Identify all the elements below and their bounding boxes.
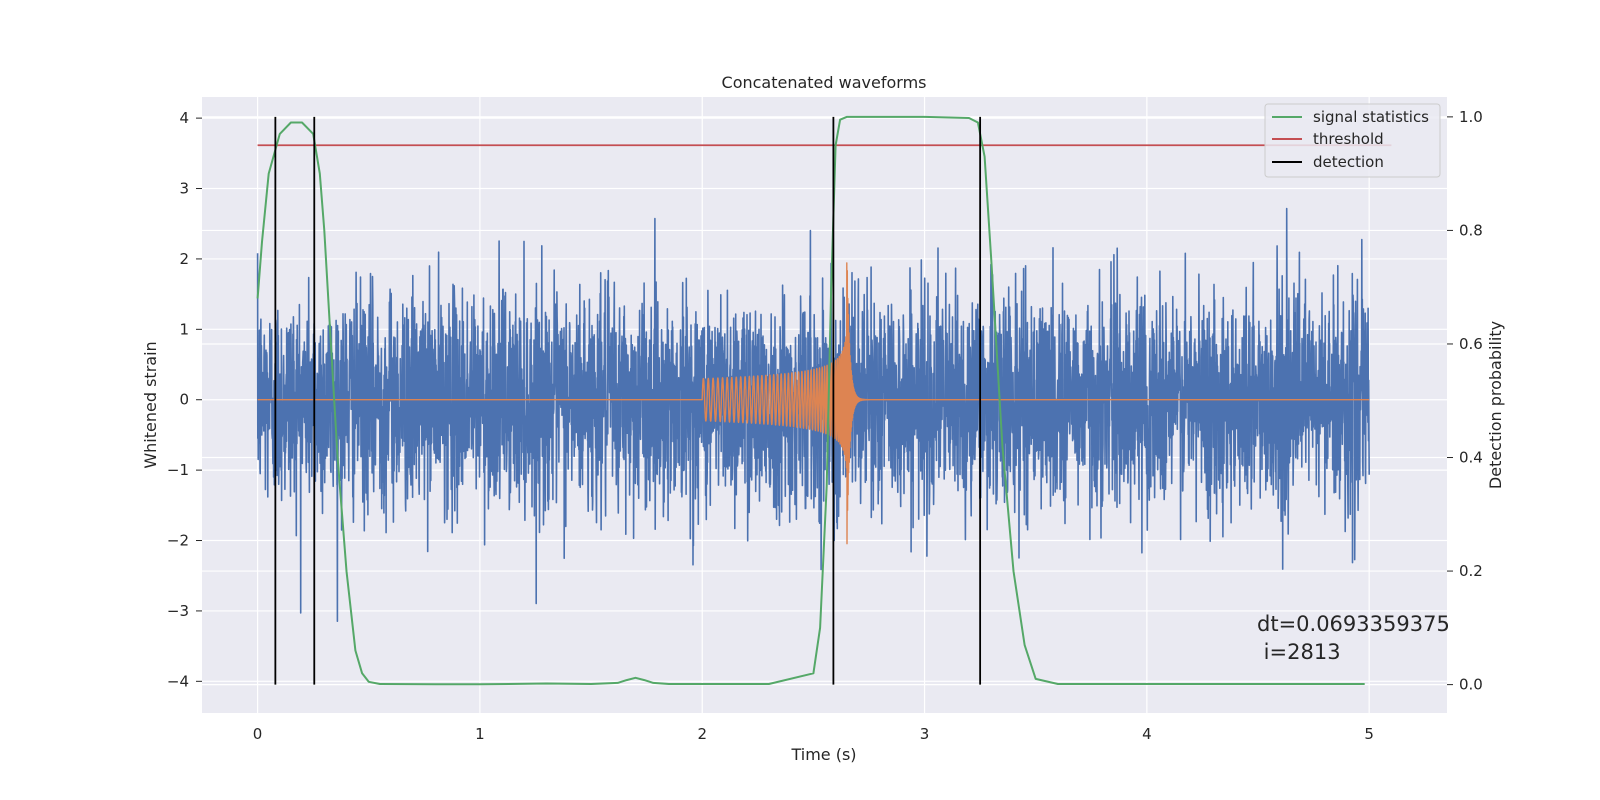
- detection-layer: [274, 116, 982, 685]
- y2-ticks: 0.0 0.2 0.4 0.6 0.8 1.0: [1447, 108, 1483, 694]
- x-tick-label-4: 4: [1142, 725, 1152, 743]
- y-tick-label-6: 2: [179, 250, 189, 268]
- y-axis-title: Whitened strain: [141, 341, 160, 468]
- annotation-dt: dt=0.0693359375: [1257, 612, 1450, 636]
- y2-tick-label-3: 0.6: [1459, 335, 1483, 353]
- y-tick-label-2: −2: [167, 532, 189, 550]
- legend: signal statistics threshold detection: [1264, 103, 1441, 178]
- legend-label-detection: detection: [1313, 153, 1384, 171]
- y-tick-label-3: −1: [167, 461, 189, 479]
- series-chirp: [257, 262, 1370, 545]
- y-tick-label-1: −3: [167, 602, 189, 620]
- x-axis-title: Time (s): [790, 745, 856, 764]
- y2-tick-label-1: 0.2: [1459, 562, 1483, 580]
- x-tick-label-5: 5: [1364, 725, 1374, 743]
- y-tick-label-5: 1: [179, 320, 189, 338]
- x-ticks: 0 1 2 3 4 5: [253, 725, 1374, 743]
- y-ticks: −4 −3 −2 −1 0 1 2 3 4: [167, 109, 202, 690]
- y-tick-label-7: 3: [179, 180, 189, 198]
- x-tick-label-2: 2: [697, 725, 707, 743]
- x-tick-label-0: 0: [253, 725, 263, 743]
- series-signal-statistics: [256, 115, 1365, 686]
- y-tick-label-8: 4: [179, 109, 189, 127]
- stat-layer: [256, 115, 1365, 686]
- legend-label-signal-statistics: signal statistics: [1313, 108, 1429, 126]
- y2-tick-label-0: 0.0: [1459, 676, 1483, 694]
- y2-tick-label-2: 0.4: [1459, 449, 1483, 467]
- legend-box: [1264, 103, 1441, 178]
- annotation-i: i=2813: [1257, 640, 1341, 664]
- y2-axis-title: Detection probability: [1486, 321, 1505, 489]
- y2-tick-label-4: 0.8: [1459, 221, 1483, 239]
- x-tick-label-1: 1: [475, 725, 485, 743]
- y-tick-label-4: 0: [179, 391, 189, 409]
- y2-tick-label-5: 1.0: [1459, 108, 1483, 126]
- chart-title: Concatenated waveforms: [722, 73, 927, 92]
- y-tick-label-0: −4: [167, 672, 189, 690]
- legend-label-threshold: threshold: [1313, 130, 1384, 148]
- chirp-layer: [257, 262, 1370, 545]
- x-tick-label-3: 3: [920, 725, 930, 743]
